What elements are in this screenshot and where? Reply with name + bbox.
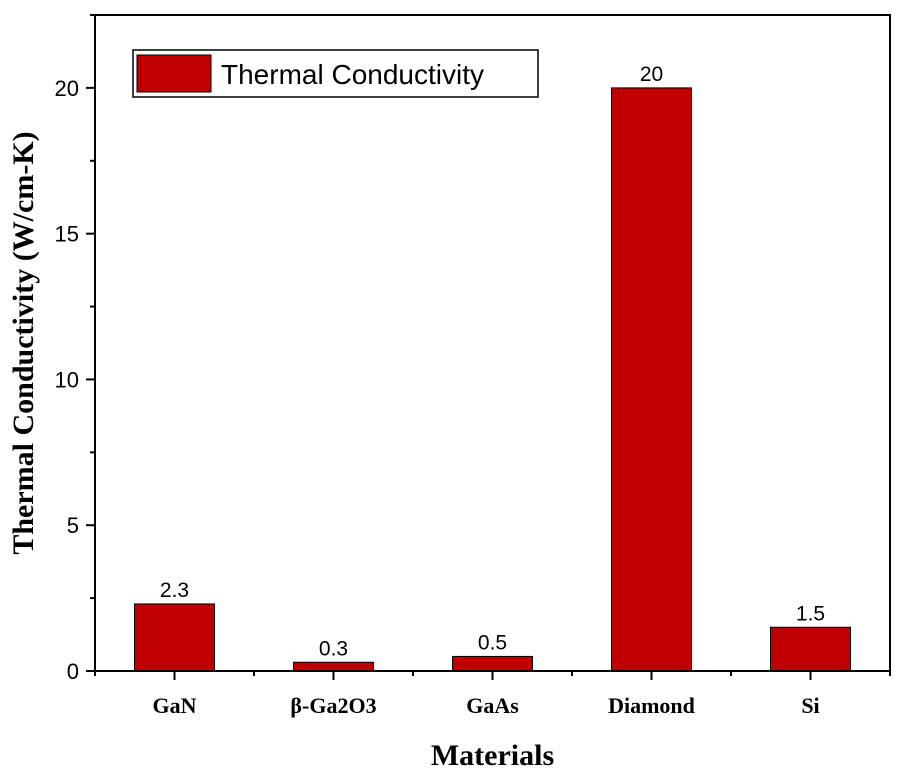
bar-series <box>134 87 851 672</box>
x-tick-label: GaAs <box>466 693 519 718</box>
legend-label: Thermal Conductivity <box>221 59 484 90</box>
y-tick-labels: 0 5 10 15 20 <box>55 76 79 684</box>
legend: Thermal Conductivity <box>132 49 539 98</box>
y-tick-label: 0 <box>67 659 79 684</box>
x-axis-title: Materials <box>431 739 554 772</box>
data-label: 2.3 <box>160 579 189 602</box>
y-axis-title: Thermal Conductivity (W/cm-K) <box>7 131 40 554</box>
y-tick-label: 20 <box>55 76 79 101</box>
plot-frame <box>94 14 891 672</box>
data-labels: 2.3 0.3 0.5 20 1.5 <box>160 63 825 660</box>
data-label: 0.5 <box>478 631 507 654</box>
bar <box>611 87 692 672</box>
bar <box>770 626 851 672</box>
y-tick-label: 10 <box>55 367 79 392</box>
x-axis-ticks <box>94 671 891 680</box>
data-label: 20 <box>640 63 663 86</box>
y-tick-label: 15 <box>55 222 79 247</box>
data-label: 0.3 <box>319 637 348 660</box>
x-tick-label: β-Ga2O3 <box>290 693 376 718</box>
y-tick-label: 5 <box>67 513 79 538</box>
y-axis-ticks <box>86 14 95 672</box>
data-label: 1.5 <box>796 602 825 625</box>
bar <box>452 655 533 672</box>
x-tick-label: GaN <box>153 693 197 718</box>
x-tick-labels: GaN β-Ga2O3 GaAs Diamond Si <box>153 693 820 718</box>
x-tick-label: Diamond <box>608 693 695 718</box>
bar <box>134 603 215 672</box>
bar <box>293 661 374 672</box>
x-tick-label: Si <box>801 693 819 718</box>
legend-swatch <box>136 54 212 93</box>
